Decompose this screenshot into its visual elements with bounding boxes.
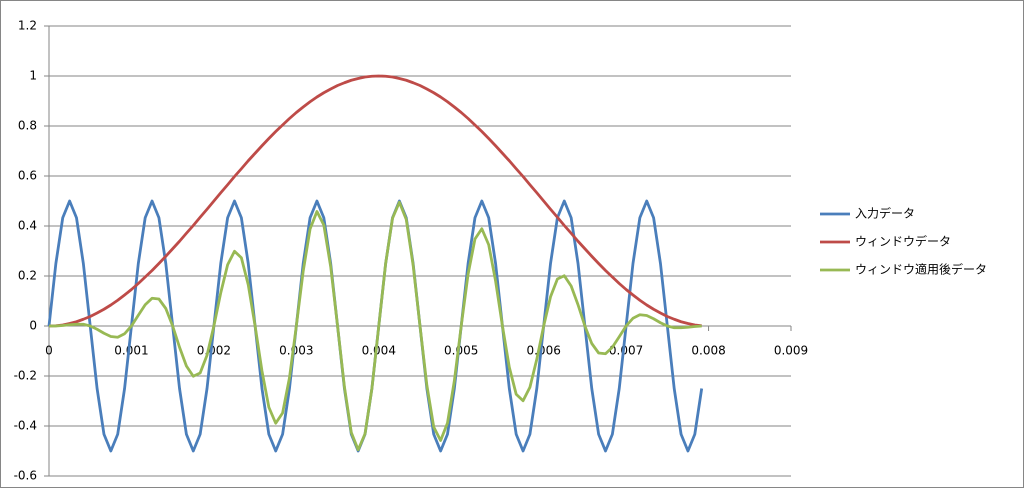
y-tick-label: 0.8 bbox=[18, 119, 37, 133]
y-tick-label: 0 bbox=[29, 319, 37, 333]
legend-label: 入力データ bbox=[855, 206, 915, 221]
y-tick-label: 0.4 bbox=[18, 219, 37, 233]
y-tick-label: -0.6 bbox=[14, 469, 37, 483]
x-tick-label: 0.004 bbox=[362, 344, 396, 358]
x-tick-label: 0 bbox=[45, 344, 53, 358]
x-tick-label: 0.008 bbox=[691, 344, 725, 358]
x-tick-label: 0.001 bbox=[114, 344, 148, 358]
x-tick-label: 0.002 bbox=[197, 344, 231, 358]
legend-label: ウィンドウデータ bbox=[855, 234, 951, 249]
y-tick-label: -0.4 bbox=[14, 419, 37, 433]
series-line bbox=[48, 74, 702, 328]
legend-label: ウィンドウ適用後データ bbox=[855, 262, 987, 277]
x-tick-label: 0.005 bbox=[444, 344, 478, 358]
y-tick-label: -0.2 bbox=[14, 369, 37, 383]
x-tick-label: 0.003 bbox=[279, 344, 313, 358]
y-tick-label: 1 bbox=[29, 69, 37, 83]
y-tick-label: 1.2 bbox=[18, 19, 37, 33]
x-tick-label: 0.009 bbox=[774, 344, 808, 358]
series-line bbox=[49, 200, 702, 452]
x-tick-label: 0.006 bbox=[526, 344, 560, 358]
y-tick-label: 0.2 bbox=[18, 269, 37, 283]
y-tick-label: 0.6 bbox=[18, 169, 37, 183]
x-tick-label: 0.007 bbox=[609, 344, 643, 358]
